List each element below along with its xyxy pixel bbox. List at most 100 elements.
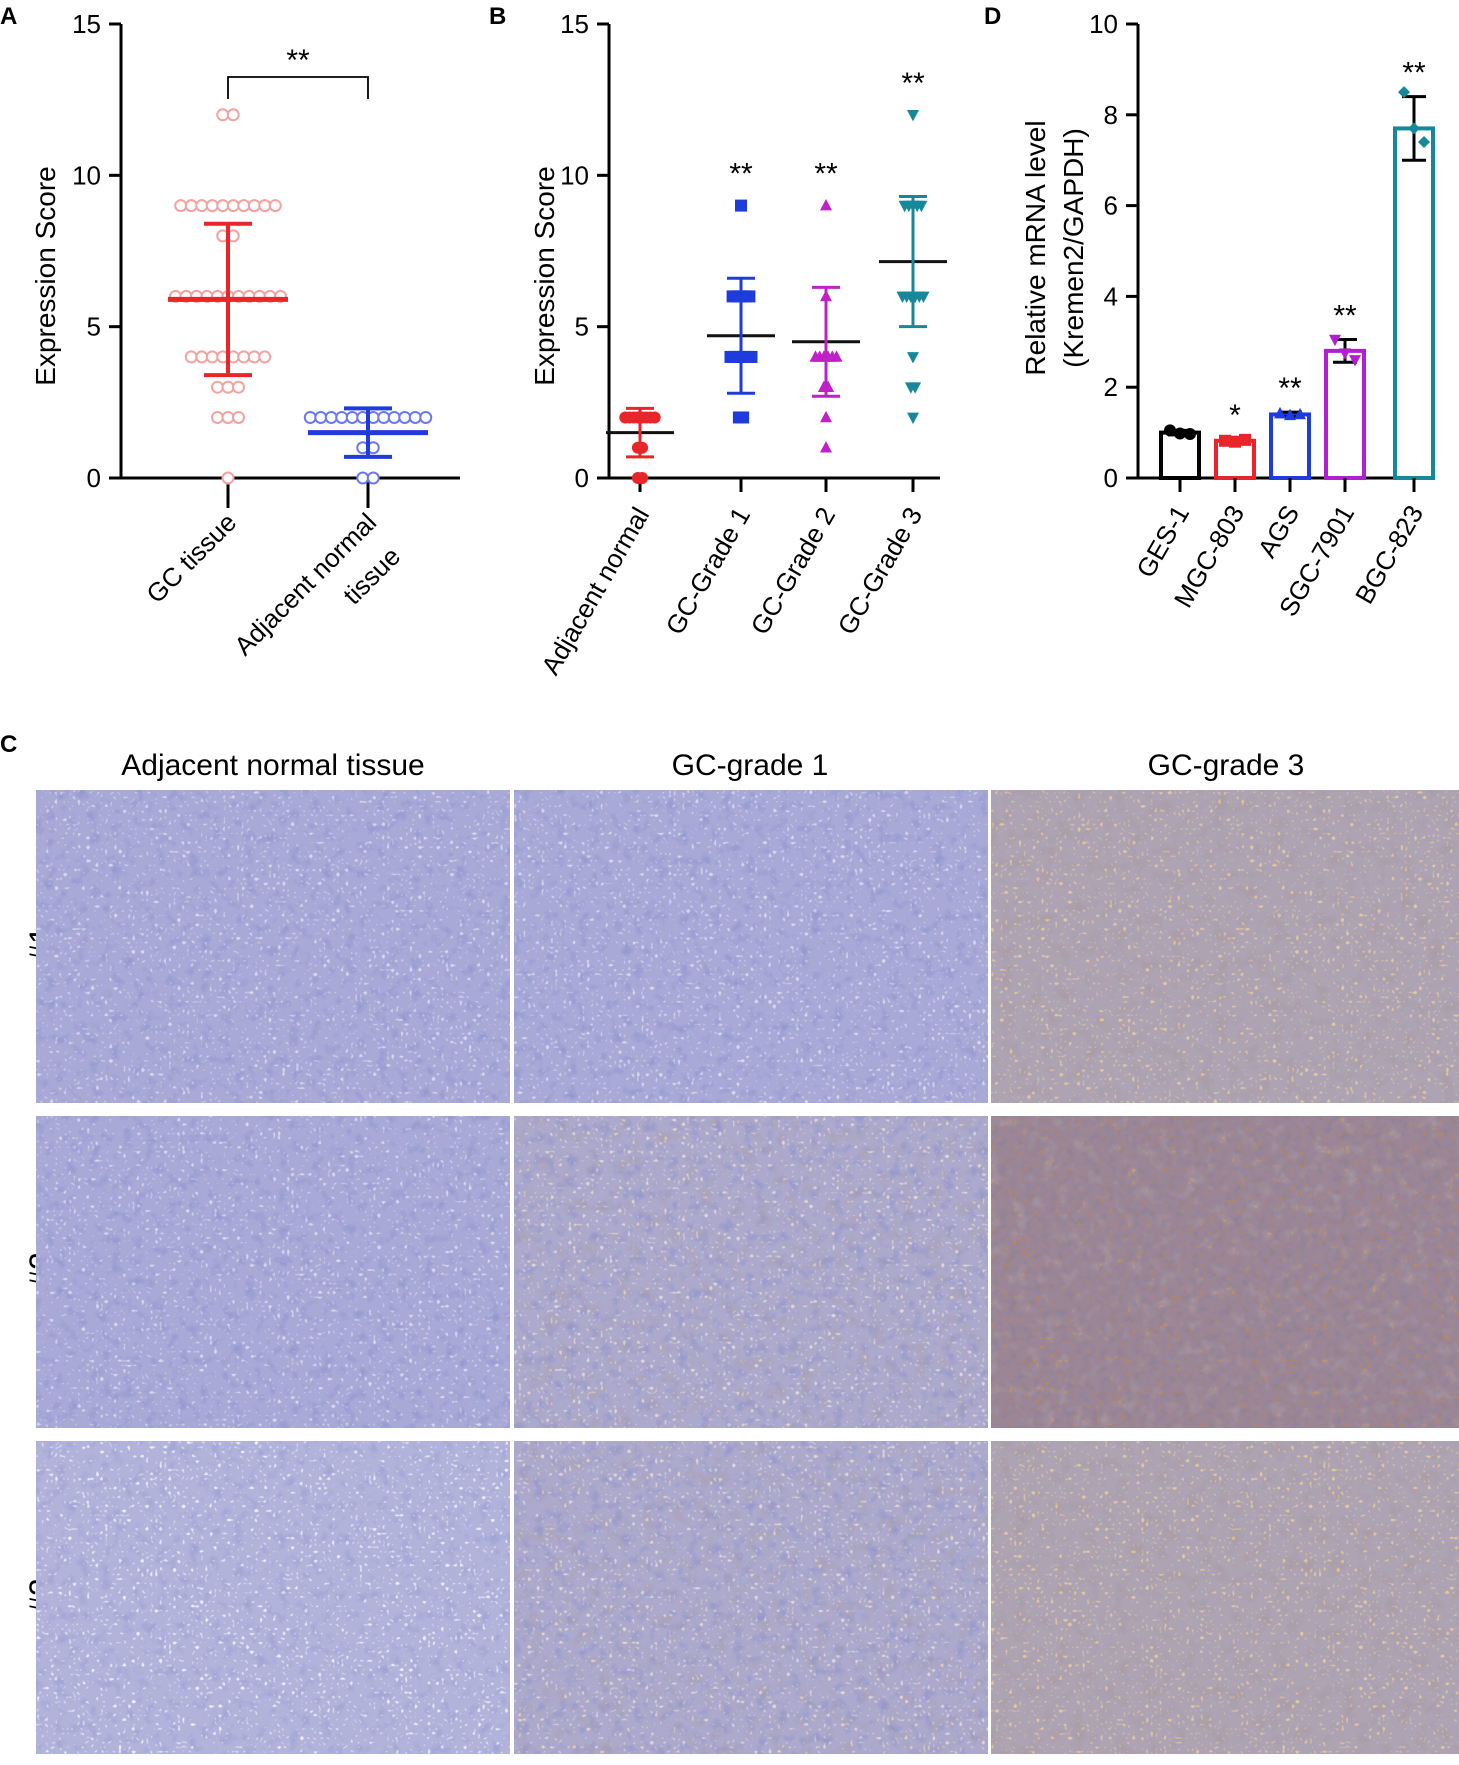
- chart-d-bar: [1324, 348, 1366, 481]
- chart-d-category-label: BGC-823: [1349, 500, 1429, 609]
- chart-a-point: [268, 199, 282, 213]
- chart-a-point: [377, 410, 391, 424]
- chart-d-ylabel-line-2: (Kremen2/GAPDH): [1058, 128, 1089, 368]
- chart-d-point: [1418, 136, 1430, 149]
- chart-d-point: [1174, 427, 1186, 440]
- chart-a-point: [366, 471, 380, 485]
- chart-d-point: [1284, 408, 1296, 421]
- chart-a-point: [247, 199, 261, 213]
- micrograph-cell-nuclei: [514, 1441, 988, 1754]
- chart-b-y-tick-label: 10: [560, 160, 589, 190]
- panel-letter-b: B: [489, 3, 506, 30]
- chart-b-point: [636, 472, 649, 484]
- chart-a-point: [345, 410, 359, 424]
- chart-a-point: [247, 350, 261, 364]
- chart-d-bar: [1269, 412, 1311, 481]
- chart-d-point: [1349, 355, 1361, 367]
- chart-a-point: [226, 108, 240, 122]
- micrograph-cell-nuclei: [991, 1116, 1459, 1428]
- chart-b-significance-label: **: [901, 67, 925, 100]
- chart-b-significance-label: **: [729, 158, 753, 191]
- chart-a-point: [324, 410, 338, 424]
- chart-b-point: [820, 199, 832, 211]
- chart-a-point: [211, 380, 224, 394]
- chart-a-point: [205, 350, 219, 364]
- panel-letter-d: D: [984, 3, 1001, 30]
- chart-d-point: [1164, 424, 1176, 437]
- chart-b-point: [917, 291, 930, 303]
- chart-a-point: [237, 199, 251, 213]
- chart-a-category-label: GC tissue: [140, 507, 242, 609]
- micrograph-grid: [36, 790, 1459, 1754]
- chart-d-point: [1239, 433, 1251, 446]
- chart-d-significance-label: *: [1229, 399, 1241, 432]
- chart-a-point: [195, 199, 209, 213]
- micrograph-cell-nuclei: [991, 790, 1459, 1103]
- micrograph-cell-nuclei: [514, 790, 988, 1103]
- chart-a-point: [258, 350, 272, 364]
- chart-d-point: [1294, 407, 1306, 420]
- panel-letter-a: A: [0, 3, 17, 30]
- chart-d-point: [1339, 348, 1351, 360]
- micrograph-panel: Adjacent normal tissue GC-grade 1 GC-gra…: [23, 749, 1459, 1754]
- chart-b-point: [743, 290, 756, 303]
- chart-d-ylabel-line-1: Relative mRNA level: [1020, 120, 1051, 375]
- chart-a-point: [335, 410, 349, 424]
- chart-d-significance-label: **: [1402, 57, 1426, 90]
- chart-b-point: [636, 441, 649, 454]
- chart-b-point: [820, 441, 832, 453]
- chart-d-y-tick-label: 10: [1089, 9, 1118, 39]
- micrograph-cell-nuclei: [514, 1116, 988, 1428]
- chart-d-y-tick-label: 8: [1104, 100, 1118, 130]
- column-title-gc-grade-1: GC-grade 1: [672, 749, 829, 782]
- chart-b-point: [735, 199, 747, 212]
- chart-b-point: [909, 382, 922, 394]
- chart-a-point: [221, 471, 235, 485]
- chart-d-point: [1329, 334, 1341, 347]
- chart-d: Relative mRNA level (Kremen2/GAPDH) 0 2 4 6…: [1020, 9, 1435, 621]
- chart-d-category-label: AGS: [1252, 500, 1305, 563]
- chart-b-significance-label: **: [814, 158, 838, 191]
- chart-a-point: [303, 410, 317, 424]
- chart-a-point: [221, 410, 235, 424]
- chart-a-point: [221, 380, 235, 394]
- chart-a-point: [419, 410, 433, 424]
- chart-b-category-label: GC-Grade 3: [831, 502, 928, 640]
- chart-a-point: [356, 471, 370, 485]
- chart-b-y-tick-label: 5: [575, 312, 589, 342]
- column-title-adjacent-normal: Adjacent normal tissue: [121, 749, 425, 782]
- chart-a-point: [195, 350, 209, 364]
- chart-a-ylabel: Expression Score: [30, 166, 61, 385]
- chart-d-point: [1408, 122, 1420, 135]
- micrograph-cell-nuclei: [36, 1441, 510, 1754]
- chart-b-point: [820, 410, 832, 423]
- micrograph-cell-nuclei: [36, 1116, 510, 1428]
- chart-a-point: [184, 199, 198, 213]
- chart-d-y-tick-label: 6: [1104, 191, 1118, 221]
- chart-a-significance-label: **: [286, 44, 310, 77]
- panel-letter-c: C: [0, 731, 17, 758]
- chart-a-point: [184, 350, 198, 364]
- chart-b: Expression Score 0 5 10 15 Adjacent normal **…: [529, 9, 947, 680]
- chart-b-point: [907, 352, 919, 364]
- chart-a-point: [237, 350, 251, 364]
- chart-a-point: [232, 410, 245, 424]
- column-title-gc-grade-3: GC-grade 3: [1148, 749, 1305, 782]
- chart-b-category-label: GC-Grade 2: [744, 502, 841, 640]
- chart-a-point: [232, 380, 245, 394]
- chart-b-point: [737, 411, 750, 424]
- chart-b-point: [745, 350, 758, 363]
- chart-a-y-tick-label: 10: [72, 160, 101, 190]
- chart-a-y-tick-label: 15: [72, 9, 101, 39]
- chart-d-point: [1184, 427, 1196, 440]
- micrograph-cell-nuclei: [36, 790, 510, 1103]
- chart-b-y-tick-label: 15: [560, 9, 589, 39]
- chart-a-point: [398, 410, 412, 424]
- chart-d-y-tick-label: 2: [1104, 372, 1118, 402]
- chart-d-point: [1219, 434, 1231, 447]
- chart-a-point: [216, 199, 230, 213]
- chart-a-significance-bracket: [227, 76, 369, 99]
- chart-a-point: [387, 410, 401, 424]
